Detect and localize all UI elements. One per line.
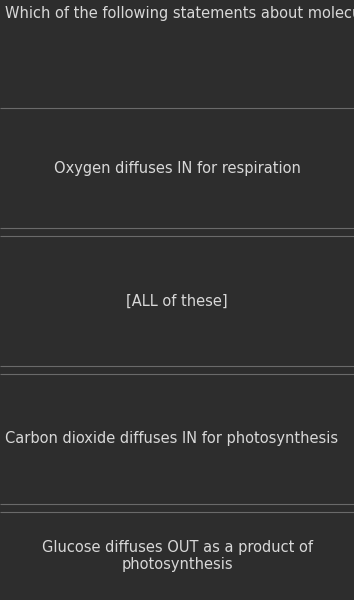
Text: Which of the following statements about molecule diffusion through the cell memb: Which of the following statements about … xyxy=(5,6,354,21)
Text: Glucose diffuses OUT as a product of
photosynthesis: Glucose diffuses OUT as a product of pho… xyxy=(41,540,313,572)
Text: Oxygen diffuses IN for respiration: Oxygen diffuses IN for respiration xyxy=(53,160,301,175)
Text: Carbon dioxide diffuses IN for photosynthesis: Carbon dioxide diffuses IN for photosynt… xyxy=(5,431,338,446)
Text: [ALL of these]: [ALL of these] xyxy=(126,293,228,308)
